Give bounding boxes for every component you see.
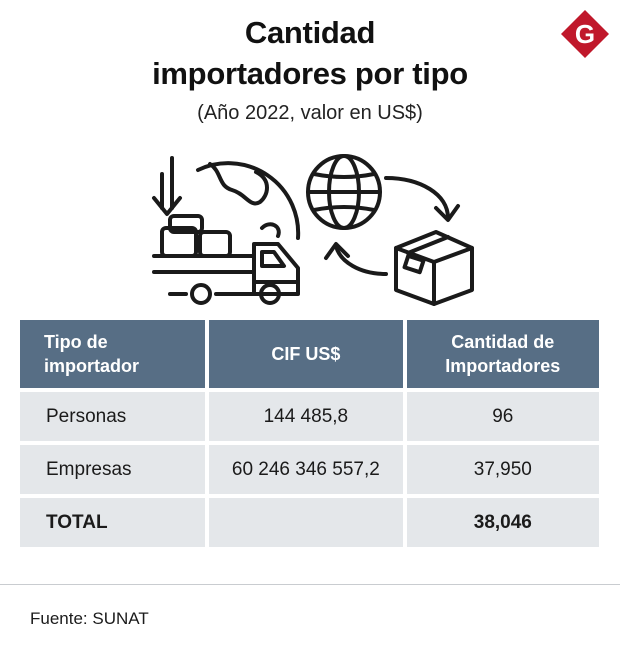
col-header-cantidad: Cantidad de Importadores (406, 320, 599, 388)
subtitle: (Año 2022, valor en US$) (197, 102, 423, 124)
col-header-tipo: Tipo de importador (20, 320, 206, 388)
title-line-2: importadores por tipo (152, 56, 468, 91)
cell-tipo: Empresas (20, 445, 206, 494)
cell-tipo: Personas (20, 392, 206, 441)
cell-total-cantidad: 38,046 (406, 498, 599, 547)
table-total-row: TOTAL 38,046 (20, 498, 599, 547)
table-row: Empresas 60 246 346 557,2 37,950 (20, 445, 599, 494)
table-header-row: Tipo de importador CIF US$ Cantidad de I… (20, 320, 599, 388)
cell-cantidad: 37,950 (406, 445, 599, 494)
truck-icon (152, 242, 300, 305)
globe-icon (306, 154, 382, 230)
cell-total-cif (209, 498, 403, 547)
cell-total-label: TOTAL (20, 498, 206, 547)
cell-cantidad: 96 (406, 392, 599, 441)
gestion-logo: G (561, 10, 609, 58)
svg-text:G: G (575, 19, 595, 49)
importers-table: Tipo de importador CIF US$ Cantidad de I… (16, 316, 603, 551)
table-row: Personas 144 485,8 96 (20, 392, 599, 441)
package-box-icon (394, 230, 474, 306)
exchange-arrows-icon (324, 176, 460, 276)
import-illustration (152, 154, 474, 306)
cargo-boxes-icon (160, 214, 232, 258)
footer-divider (0, 584, 620, 585)
source-note: Fuente: SUNAT (30, 609, 149, 628)
earth-icon (196, 161, 301, 240)
page-title: Cantidad importadores por tipo (0, 12, 620, 94)
title-line-1: Cantidad (244, 15, 376, 50)
cell-cif: 144 485,8 (209, 392, 403, 441)
cell-cif: 60 246 346 557,2 (209, 445, 403, 494)
col-header-cif: CIF US$ (209, 320, 403, 388)
down-arrow-icon (152, 156, 182, 216)
